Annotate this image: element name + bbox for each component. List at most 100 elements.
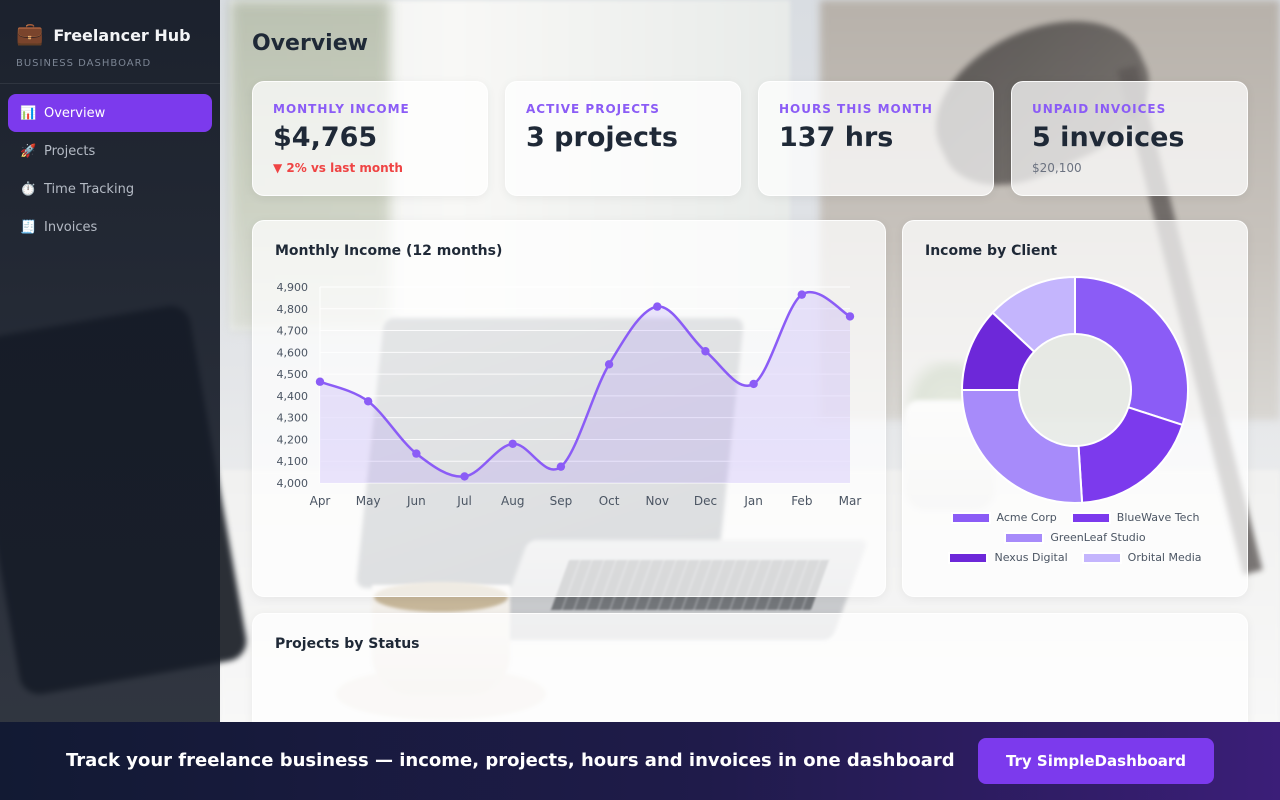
legend-label: Orbital Media (1127, 551, 1202, 564)
legend-item[interactable]: BlueWave Tech (1070, 511, 1200, 524)
y-tick-label: 4,400 (277, 390, 309, 403)
data-point (604, 360, 614, 369)
x-tick-label: Oct (599, 494, 620, 508)
income-chart-card: Monthly Income (12 months) 4,000 4,100 4,2… (252, 220, 886, 597)
x-tick-label: Dec (694, 494, 717, 508)
x-tick-label: Mar (839, 494, 862, 508)
y-tick-label: 4,200 (277, 433, 309, 446)
stat-card-hours: HOURS THIS MONTH 137 hrs (758, 81, 994, 196)
y-tick-label: 4,500 (277, 368, 309, 381)
stat-card-active-projects: ACTIVE PROJECTS 3 projects (505, 81, 741, 196)
app-subtitle: BUSINESS DASHBOARD (0, 48, 220, 84)
stat-value: $4,765 (273, 122, 378, 153)
legend-item[interactable]: Acme Corp (950, 511, 1057, 524)
legend-item[interactable]: GreenLeaf Studio (1004, 531, 1146, 544)
stopwatch-icon: ⏱️ (20, 181, 37, 197)
legend-swatch (1004, 531, 1045, 544)
x-tick-label: Jun (406, 494, 426, 508)
data-point (460, 472, 469, 481)
y-tick-label: 4,800 (277, 303, 309, 316)
pie-slice-acme-corp (1074, 275, 1189, 427)
sidebar-item-overview[interactable]: 📊 Overview (8, 94, 212, 132)
data-point (749, 379, 758, 389)
legend-item[interactable]: Orbital Media (1081, 551, 1202, 564)
data-point (412, 449, 421, 458)
x-tick-label: Sep (550, 494, 573, 508)
legend-label: Nexus Digital (994, 551, 1068, 564)
stat-value: 5 invoices (1032, 122, 1185, 153)
app-name: Freelancer Hub (53, 25, 191, 45)
y-tick-label: 4,300 (277, 412, 309, 425)
try-simpledashboard-button[interactable]: Try SimpleDashboard (978, 738, 1214, 784)
stat-value: 137 hrs (779, 122, 894, 153)
client-donut-chart (960, 275, 1189, 504)
stat-label: MONTHLY INCOME (273, 102, 410, 116)
legend-swatch (1081, 551, 1122, 564)
client-chart-title: Income by Client (925, 243, 1058, 259)
data-point (508, 439, 517, 448)
sidebar-item-label: Overview (44, 105, 106, 121)
x-tick-label: Aug (501, 494, 524, 508)
y-tick-label: 4,900 (277, 281, 309, 294)
income-chart-title: Monthly Income (12 months) (275, 243, 503, 259)
data-point (653, 302, 662, 311)
stat-label: HOURS THIS MONTH (779, 102, 933, 116)
status-chart-card: Projects by Status (252, 613, 1248, 733)
x-tick-label: Nov (646, 494, 669, 508)
stat-trend: ▼ 2% vs last month (273, 161, 403, 175)
x-tick-label: May (356, 494, 381, 508)
income-line-chart: 4,000 4,100 4,200 4,300 4,400 4,500 4,600 4,700… (277, 281, 862, 508)
sidebar-item-label: Projects (44, 143, 96, 159)
y-tick-label: 4,100 (277, 455, 309, 468)
legend-label: Acme Corp (996, 511, 1057, 524)
data-point (797, 290, 807, 299)
sidebar-item-label: Time Tracking (44, 181, 135, 197)
income-area-fill (320, 292, 850, 483)
data-point (315, 377, 325, 386)
briefcase-icon: 💼 (16, 22, 44, 47)
stat-card-unpaid-invoices: UNPAID INVOICES 5 invoices $20,100 (1011, 81, 1248, 196)
pie-slice-greenleaf-studio (960, 389, 1084, 504)
stat-card-monthly-income: MONTHLY INCOME $4,765 ▼ 2% vs last month (252, 81, 488, 196)
pie-slice-orbital-media (991, 275, 1076, 354)
x-tick-label: Apr (310, 494, 331, 508)
sidebar-item-invoices[interactable]: 🧾 Invoices (8, 208, 212, 246)
legend-label: GreenLeaf Studio (1050, 531, 1146, 544)
sidebar: 💼 Freelancer Hub BUSINESS DASHBOARD 📊 Ov… (0, 0, 220, 722)
client-chart-legend: Acme Corp BlueWave Tech GreenLeaf Studio Ne… (903, 511, 1247, 564)
legend-label: BlueWave Tech (1116, 511, 1200, 524)
rocket-icon: 🚀 (20, 143, 37, 159)
sidebar-nav: 📊 Overview 🚀 Projects ⏱️ Time Tracking 🧾… (0, 84, 220, 256)
y-tick-label: 4,700 (277, 325, 309, 338)
receipt-icon: 🧾 (20, 219, 37, 235)
data-point (556, 462, 566, 471)
bar-chart-icon: 📊 (20, 105, 37, 121)
sidebar-item-projects[interactable]: 🚀 Projects (8, 132, 212, 170)
data-point (701, 347, 710, 356)
promo-banner: Track your freelance business — income, … (0, 722, 1280, 800)
banner-text: Track your freelance business — income, … (66, 750, 955, 771)
sidebar-item-label: Invoices (44, 219, 98, 235)
stat-label: UNPAID INVOICES (1032, 102, 1167, 116)
data-point (363, 397, 373, 406)
x-tick-label: Jan (743, 494, 763, 508)
stat-value: 3 projects (526, 122, 678, 153)
client-chart-card: Income by Client Acme Corp BlueWave Tech G… (902, 220, 1248, 597)
y-tick-label: 4,600 (277, 346, 309, 359)
legend-swatch (948, 551, 989, 564)
pie-slice-bluewave-tech (1077, 406, 1184, 504)
page-title: Overview (252, 31, 368, 56)
data-point (845, 312, 855, 321)
legend-item[interactable]: Nexus Digital (948, 551, 1068, 564)
x-tick-label: Jul (456, 494, 471, 508)
legend-swatch (1070, 511, 1111, 524)
legend-swatch (950, 511, 991, 524)
status-chart-title: Projects by Status (275, 636, 420, 652)
brand[interactable]: 💼 Freelancer Hub (0, 0, 220, 48)
x-tick-label: Feb (791, 494, 812, 508)
y-tick-label: 4,000 (277, 477, 309, 490)
stat-label: ACTIVE PROJECTS (526, 102, 660, 116)
sidebar-item-time-tracking[interactable]: ⏱️ Time Tracking (8, 170, 212, 208)
donut-hole (1020, 335, 1130, 445)
stat-sub-amount: $20,100 (1032, 161, 1082, 175)
